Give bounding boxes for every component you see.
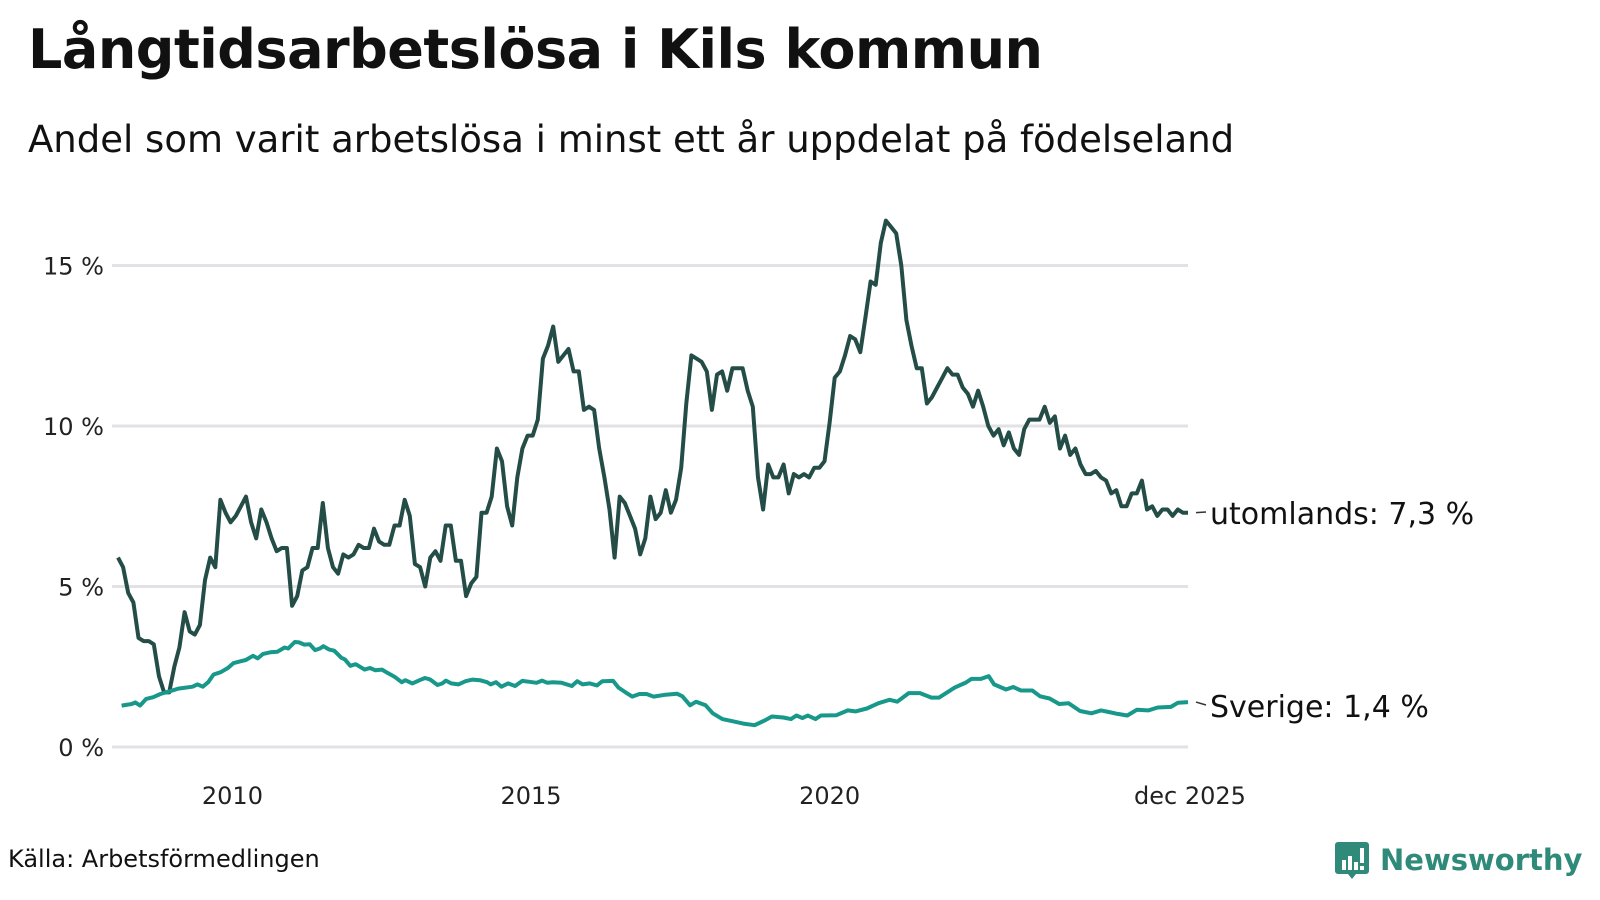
bar-chart-logo-icon (1335, 842, 1369, 879)
chart-title: Långtidsarbetslösa i Kils kommun (28, 18, 1043, 81)
y-axis-ticks: 0 % 5 % 10 % 15 % (43, 253, 104, 763)
x-tick-label: 2015 (500, 782, 561, 810)
label-leader-line (1195, 511, 1207, 514)
series-line-sverige (121, 640, 1189, 728)
series-end-labels: utomlands: 7,3 % Sverige: 1,4 % (1195, 497, 1474, 725)
x-tick-label: 2020 (799, 782, 860, 810)
newsworthy-logo[interactable]: Newsworthy (1334, 840, 1582, 880)
y-tick-label: 10 % (43, 413, 104, 441)
series-end-label: Sverige: 1,4 % (1210, 690, 1429, 725)
series-line-utomlands (116, 218, 1188, 695)
source-note: Källa: Arbetsförmedlingen (8, 845, 320, 873)
label-leader-line (1195, 701, 1207, 706)
x-tick-label: 2010 (202, 782, 263, 810)
series-end-label: utomlands: 7,3 % (1210, 497, 1474, 532)
logo-text: Newsworthy (1380, 843, 1583, 877)
y-tick-label: 0 % (58, 734, 104, 762)
chart-subtitle: Andel som varit arbetslösa i minst ett å… (28, 118, 1235, 161)
x-tick-label: dec 2025 (1134, 782, 1246, 810)
y-tick-label: 15 % (43, 253, 104, 281)
series-lines (116, 218, 1189, 728)
y-tick-label: 5 % (58, 574, 104, 602)
gridlines (112, 264, 1188, 749)
x-axis-ticks: 2010 2015 2020 dec 2025 (202, 782, 1246, 810)
